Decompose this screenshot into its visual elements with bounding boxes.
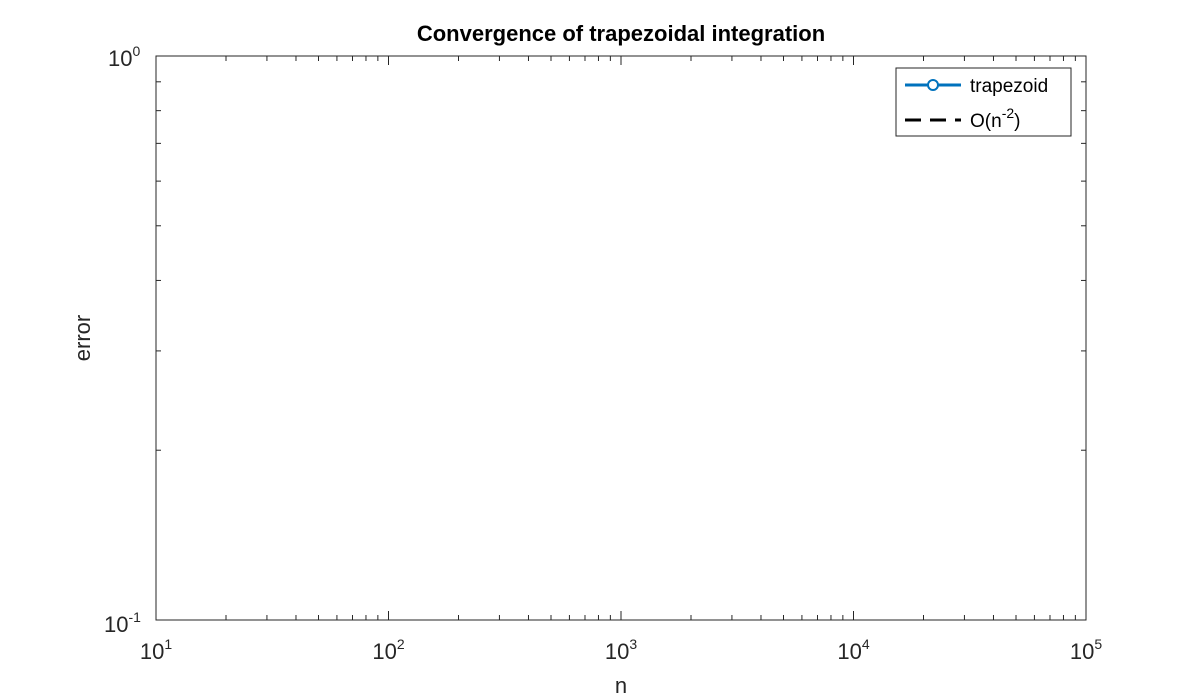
legend: trapezoid O(n-2) bbox=[895, 67, 1072, 137]
plot-area bbox=[155, 55, 1087, 621]
x-axis-label: n bbox=[615, 673, 627, 698]
y-axis-tick-labels: 10-1 100 bbox=[104, 43, 141, 637]
x-tick-label-3: 103 bbox=[605, 636, 637, 664]
legend-label-trapezoid: trapezoid bbox=[970, 76, 1048, 97]
legend-box bbox=[895, 67, 1072, 137]
y-axis-label: error bbox=[70, 315, 95, 361]
y-tick-label-top: 100 bbox=[108, 43, 140, 71]
x-axis-ticks bbox=[155, 56, 1087, 620]
x-tick-label-2: 102 bbox=[372, 636, 404, 664]
x-tick-label-1: 101 bbox=[140, 636, 172, 664]
legend-marker-trapezoid bbox=[927, 79, 939, 91]
legend-label-order: O(n-2) bbox=[970, 105, 1020, 132]
x-axis-tick-labels: 101 102 103 104 105 bbox=[140, 636, 1102, 664]
x-tick-label-4: 104 bbox=[837, 636, 869, 664]
y-tick-label-bottom: 10-1 bbox=[104, 609, 141, 637]
legend-item-trapezoid: trapezoid bbox=[905, 76, 1048, 97]
x-tick-label-5: 105 bbox=[1070, 636, 1102, 664]
y-axis-ticks bbox=[156, 55, 1086, 621]
legend-item-order: O(n-2) bbox=[905, 105, 1020, 132]
chart-title: Convergence of trapezoidal integration bbox=[417, 21, 825, 46]
